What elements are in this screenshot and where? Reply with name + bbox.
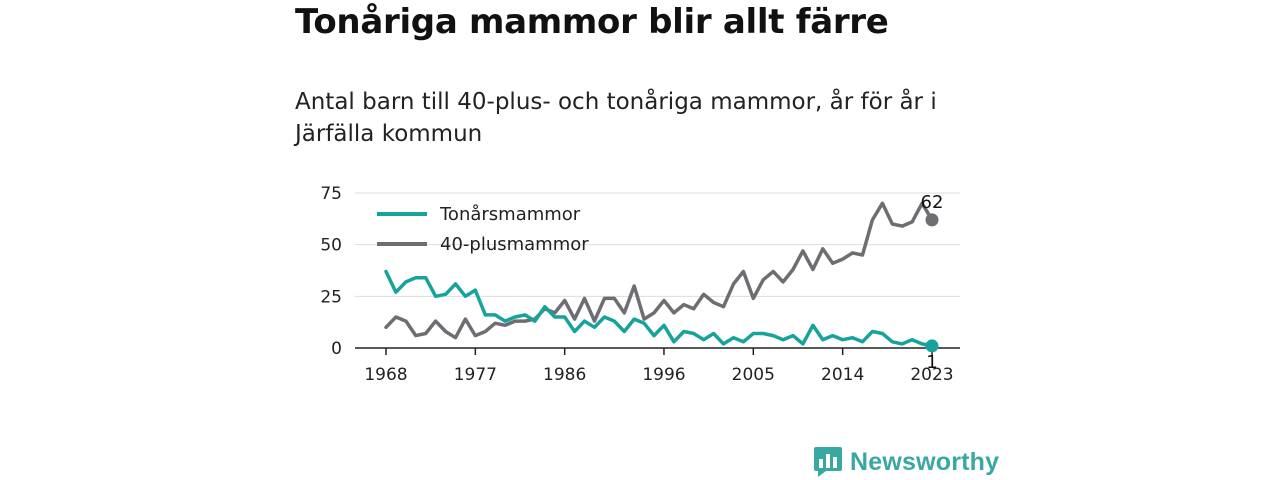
x-tick-label-1968: 1968 bbox=[364, 365, 407, 385]
y-axis-ticks: 0 25 50 75 bbox=[320, 184, 342, 359]
series-line-tonarsmammor bbox=[384, 269, 934, 348]
y-tick-label-25: 25 bbox=[320, 287, 342, 307]
x-axis: 1968 1977 1986 1996 2005 2014 2023 bbox=[355, 347, 960, 385]
y-tick-label-0: 0 bbox=[331, 339, 342, 359]
legend-label-40-plusmammor: 40-plusmammor bbox=[440, 234, 589, 255]
x-tick-label-2023: 2023 bbox=[910, 365, 953, 385]
x-tick-label-1986: 1986 bbox=[543, 365, 586, 385]
end-markers: 62 1 bbox=[921, 192, 944, 373]
chart-subtitle: Antal barn till 40-plus- och tonåriga ma… bbox=[295, 89, 937, 147]
end-label-40-plusmammor: 62 bbox=[921, 192, 944, 213]
end-label-tonarsmammor: 1 bbox=[926, 352, 937, 373]
legend-label-tonarsmammor: Tonårsmammor bbox=[439, 204, 581, 225]
brand-name: Newsworthy bbox=[850, 447, 1000, 476]
x-tick-label-1996: 1996 bbox=[642, 365, 685, 385]
newsworthy-logo: Newsworthy bbox=[814, 447, 999, 477]
end-marker-40-plusmammor bbox=[925, 213, 939, 227]
newsworthy-logo-icon bbox=[814, 447, 842, 477]
x-tick-label-1977: 1977 bbox=[454, 365, 497, 385]
x-tick-label-2005: 2005 bbox=[732, 365, 775, 385]
x-tick-label-2014: 2014 bbox=[821, 365, 864, 385]
grid-lines bbox=[355, 192, 960, 297]
legend: Tonårsmammor 40-plusmammor bbox=[377, 204, 589, 255]
chart-title: Tonåriga mammor blir allt färre bbox=[295, 2, 889, 42]
series-lines bbox=[384, 201, 934, 348]
series-line-40-plusmammor bbox=[384, 201, 934, 340]
y-tick-label-50: 50 bbox=[320, 236, 342, 256]
y-tick-label-75: 75 bbox=[320, 184, 342, 204]
end-marker-tonarsmammor bbox=[925, 339, 939, 353]
